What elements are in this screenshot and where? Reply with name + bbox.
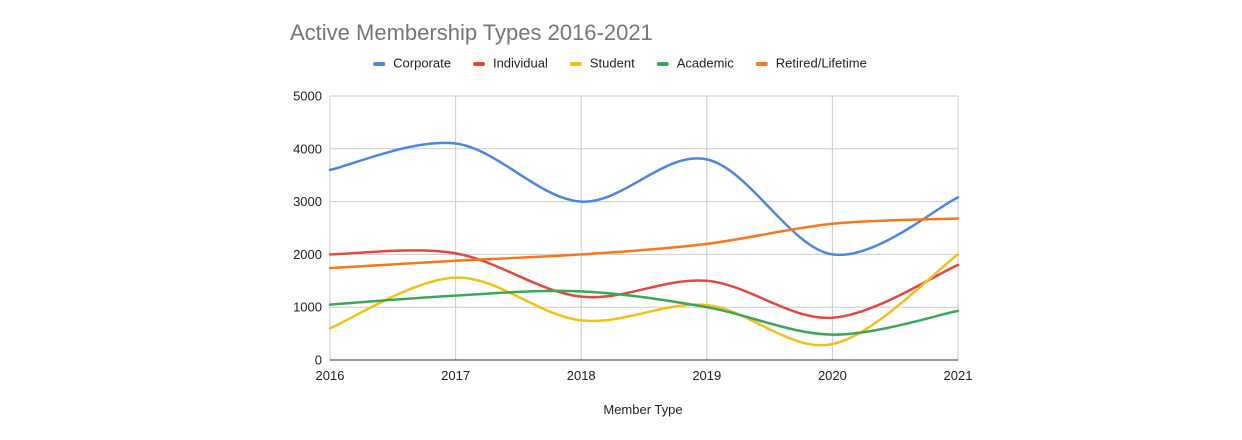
y-axis-tick-labels: 0 1000 2000 3000 4000 5000 bbox=[293, 89, 322, 368]
legend-item: Student bbox=[569, 56, 635, 71]
legend-label: Student bbox=[590, 56, 635, 71]
legend-item: Corporate bbox=[373, 56, 451, 71]
x-tick-label: 2020 bbox=[818, 368, 847, 383]
legend-swatch bbox=[755, 62, 768, 66]
series-line-retired-lifetime bbox=[328, 217, 960, 270]
x-axis-tick-labels: 2016 2017 2018 2019 2020 2021 bbox=[316, 368, 973, 383]
y-tick-label: 1000 bbox=[293, 300, 322, 315]
legend: Corporate Individual Student Academic Retire… bbox=[373, 56, 867, 71]
legend-label: Academic bbox=[677, 56, 735, 71]
series-line-individual bbox=[328, 249, 960, 320]
x-tick-label: 2018 bbox=[567, 368, 596, 383]
legend-swatch bbox=[656, 62, 669, 66]
y-tick-label: 4000 bbox=[293, 141, 322, 156]
y-tick-label: 2000 bbox=[293, 247, 322, 262]
legend-swatch bbox=[472, 62, 485, 66]
series-line-corporate bbox=[328, 141, 960, 257]
series-line-student bbox=[328, 253, 960, 347]
y-tick-label: 3000 bbox=[293, 194, 322, 209]
legend-swatch bbox=[373, 62, 386, 66]
y-tick-label: 0 bbox=[315, 353, 322, 368]
x-axis-title: Member Type bbox=[603, 402, 682, 417]
legend-swatch bbox=[569, 62, 582, 66]
legend-label: Corporate bbox=[393, 56, 451, 71]
legend-item: Academic bbox=[656, 56, 735, 71]
y-tick-label: 5000 bbox=[293, 89, 322, 104]
series-line-academic bbox=[328, 289, 960, 336]
legend-label: Retired/Lifetime bbox=[776, 56, 867, 71]
legend-item: Retired/Lifetime bbox=[755, 56, 867, 71]
gridlines bbox=[329, 95, 959, 360]
legend-label: Individual bbox=[493, 56, 548, 71]
x-tick-label: 2016 bbox=[316, 368, 345, 383]
x-tick-label: 2017 bbox=[441, 368, 470, 383]
x-tick-label: 2019 bbox=[692, 368, 721, 383]
chart-title: Active Membership Types 2016-2021 bbox=[290, 20, 653, 45]
series-lines bbox=[328, 141, 960, 347]
x-tick-label: 2021 bbox=[944, 368, 973, 383]
legend-item: Individual bbox=[472, 56, 548, 71]
